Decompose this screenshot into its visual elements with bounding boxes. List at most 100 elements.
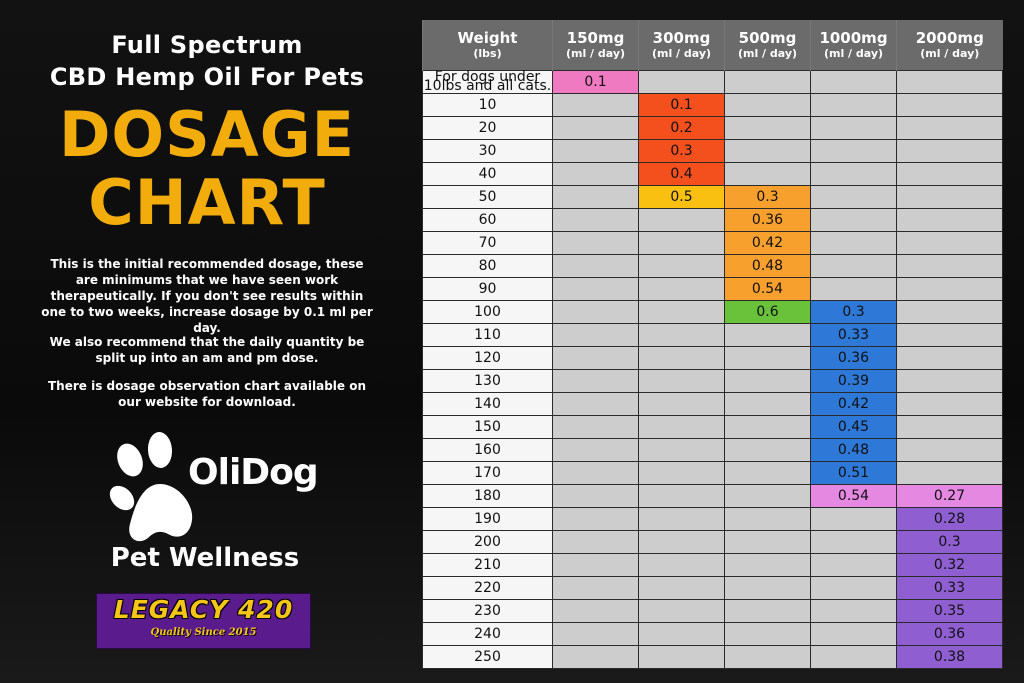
empty-cell: [810, 116, 897, 140]
title-chart: CHART: [88, 166, 326, 239]
empty-cell: [552, 208, 639, 232]
weight-cell: 40: [422, 162, 553, 186]
empty-cell: [896, 369, 1003, 393]
table-row: 110 0.33: [422, 323, 1003, 347]
dose-cell: 0.3: [724, 185, 811, 209]
empty-cell: [810, 254, 897, 278]
weight-cell: 150: [422, 415, 553, 439]
empty-cell: [724, 162, 811, 186]
empty-cell: [638, 438, 725, 462]
empty-cell: [638, 70, 725, 94]
dose-cell: 0.32: [896, 553, 1003, 577]
empty-cell: [896, 162, 1003, 186]
empty-cell: [638, 622, 725, 646]
empty-cell: [638, 553, 725, 577]
empty-cell: [896, 208, 1003, 232]
info-panel: Full Spectrum CBD Hemp Oil For Pets DOSA…: [0, 0, 420, 683]
legacy-logo-tagline: Quality Since 2015: [150, 627, 257, 638]
weight-cell: 190: [422, 507, 553, 531]
table-row: 80 0.48: [422, 254, 1003, 278]
empty-cell: [724, 622, 811, 646]
dose-cell: 0.28: [896, 507, 1003, 531]
dose-cell: 0.42: [810, 392, 897, 416]
empty-cell: [552, 139, 639, 163]
dose-cell: 0.27: [896, 484, 1003, 508]
empty-cell: [638, 346, 725, 370]
weight-cell: 50: [422, 185, 553, 209]
weight-cell: 10: [422, 93, 553, 117]
table-row: 220 0.33: [422, 576, 1003, 600]
empty-cell: [896, 277, 1003, 301]
table-row: For dogs under 10lbs and all cats. 0.1: [422, 70, 1003, 94]
weight-cell: 140: [422, 392, 553, 416]
empty-cell: [552, 185, 639, 209]
weight-cell: 70: [422, 231, 553, 255]
empty-cell: [896, 185, 1003, 209]
empty-cell: [810, 530, 897, 554]
empty-cell: [552, 93, 639, 117]
empty-cell: [896, 139, 1003, 163]
empty-cell: [810, 231, 897, 255]
empty-cell: [810, 70, 897, 94]
empty-cell: [638, 231, 725, 255]
dose-cell: 0.54: [810, 484, 897, 508]
dosage-table: Weight (lbs) 150mg (ml / day) 300mg (ml / day…: [422, 20, 1003, 669]
weight-cell: 240: [422, 622, 553, 646]
empty-cell: [810, 576, 897, 600]
table-row: 170 0.51: [422, 461, 1003, 485]
dose-cell: 0.35: [896, 599, 1003, 623]
empty-cell: [638, 323, 725, 347]
empty-cell: [724, 645, 811, 669]
column-header-main: Weight: [457, 29, 518, 47]
weight-cell: 20: [422, 116, 553, 140]
empty-cell: [552, 599, 639, 623]
paragraph-initial-dosage: This is the initial recommended dosage, …: [41, 257, 373, 335]
paragraph-split-dose: We also recommend that the daily quantit…: [49, 335, 365, 365]
empty-cell: [552, 254, 639, 278]
weight-cell: 230: [422, 599, 553, 623]
empty-cell: [638, 576, 725, 600]
brand-name: OliDog: [188, 452, 319, 493]
weight-cell: 80: [422, 254, 553, 278]
empty-cell: [724, 323, 811, 347]
empty-cell: [724, 93, 811, 117]
table-row: 50 0.5 0.3: [422, 185, 1003, 209]
table-row: 120 0.36: [422, 346, 1003, 370]
empty-cell: [724, 599, 811, 623]
weight-cell: 210: [422, 553, 553, 577]
empty-cell: [552, 323, 639, 347]
empty-cell: [552, 392, 639, 416]
empty-cell: [896, 231, 1003, 255]
dose-cell: 0.38: [896, 645, 1003, 669]
empty-cell: [552, 116, 639, 140]
subtitle-line-2: CBD Hemp Oil For Pets: [49, 63, 365, 91]
empty-cell: [552, 645, 639, 669]
empty-cell: [552, 415, 639, 439]
empty-cell: [724, 438, 811, 462]
column-header-150mg: 150mg (ml / day): [552, 20, 639, 71]
empty-cell: [552, 346, 639, 370]
empty-cell: [810, 139, 897, 163]
dose-cell: 0.1: [552, 70, 639, 94]
table-row: 140 0.42: [422, 392, 1003, 416]
empty-cell: [724, 507, 811, 531]
table-row: 160 0.48: [422, 438, 1003, 462]
column-header-main: 2000mg: [915, 29, 984, 47]
weight-cell: 110: [422, 323, 553, 347]
empty-cell: [638, 208, 725, 232]
empty-cell: [896, 254, 1003, 278]
column-header-main: 150mg: [566, 29, 625, 47]
weight-cell: 160: [422, 438, 553, 462]
table-row: 100 0.6 0.3: [422, 300, 1003, 324]
legacy-420-logo: LEGACY 420 Quality Since 2015: [96, 593, 311, 649]
column-header-unit: (ml / day): [823, 47, 884, 60]
table-row: 40 0.4: [422, 162, 1003, 186]
empty-cell: [724, 530, 811, 554]
table-row: 10 0.1: [422, 93, 1003, 117]
dose-cell: 0.36: [896, 622, 1003, 646]
weight-cell: 200: [422, 530, 553, 554]
empty-cell: [810, 93, 897, 117]
empty-cell: [638, 461, 725, 485]
weight-cell: 100: [422, 300, 553, 324]
